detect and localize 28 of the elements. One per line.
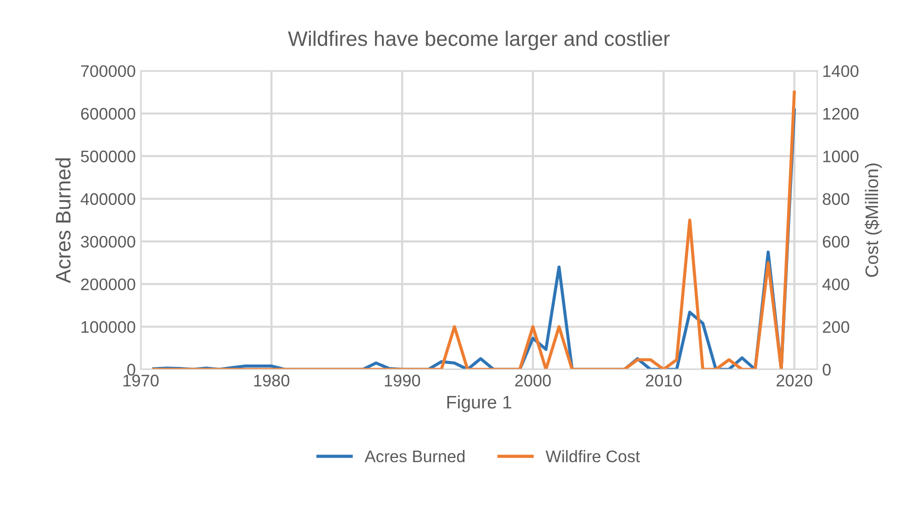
y2-tick-label: 1400 <box>823 65 858 78</box>
x-tick-label: 1970 <box>123 374 159 386</box>
y2-tick-label: 0 <box>822 364 831 376</box>
y-tick-label: 500000 <box>80 150 136 162</box>
y-axis-title: Acres Burned <box>55 158 71 284</box>
y2-tick-label: 1000 <box>823 150 858 162</box>
x-tick-label: 1980 <box>254 374 290 386</box>
x-tick-label: 2020 <box>776 374 812 386</box>
y2-tick-label: 800 <box>822 193 850 205</box>
x-tick-label: 2010 <box>646 374 682 386</box>
y2-axis-title: Cost ($Million) <box>864 164 882 277</box>
x-axis-title: Figure 1 <box>447 395 512 412</box>
y2-tick-label: 1200 <box>823 108 858 120</box>
y-tick-label: 400000 <box>80 193 136 205</box>
y-tick-label: 600000 <box>81 108 136 120</box>
legend-label: Acres Burned <box>364 450 464 462</box>
x-tick-label: 1990 <box>384 374 420 386</box>
y-tick-label: 300000 <box>80 236 136 248</box>
y-tick-label: 200000 <box>81 278 136 290</box>
y-tick-label: 100000 <box>82 321 136 333</box>
y2-tick-label: 400 <box>822 278 850 290</box>
y2-tick-label: 200 <box>822 321 850 333</box>
chart-title: Wildfires have become larger and costlier <box>288 30 670 50</box>
legend-label: Wildfire Cost <box>546 450 640 462</box>
y2-tick-label: 600 <box>822 236 850 248</box>
y-tick-label: 0 <box>127 364 136 376</box>
y-tick-label: 700000 <box>81 65 136 78</box>
x-tick-label: 2000 <box>515 374 551 386</box>
